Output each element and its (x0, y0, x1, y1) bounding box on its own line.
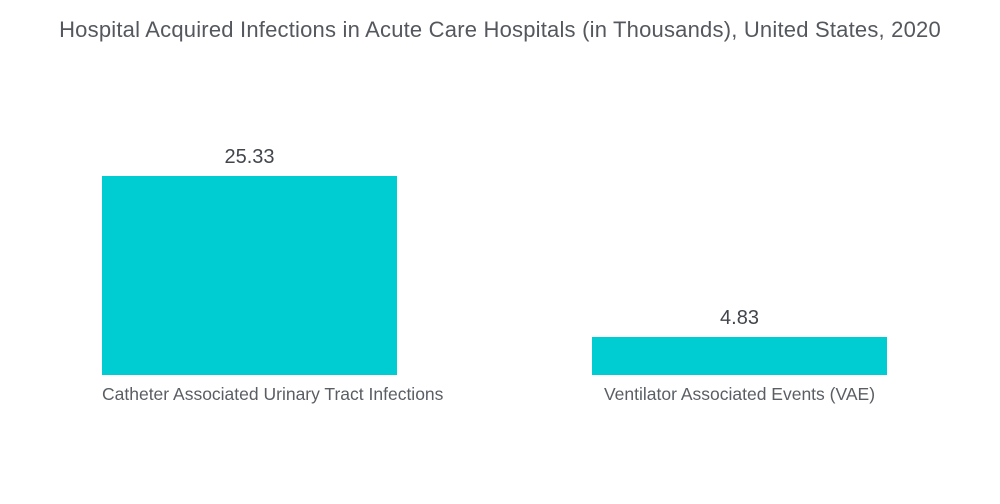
category-label-cauti: Catheter Associated Urinary Tract Infect… (102, 384, 444, 404)
category-label-vae: Ventilator Associated Events (VAE) (603, 384, 876, 404)
bar-group-vae: 4.83 (592, 0, 887, 375)
bar-vae (592, 337, 887, 375)
chart-title: Hospital Acquired Infections in Acute Ca… (59, 17, 941, 42)
bar-group-cauti: 25.33 (102, 0, 397, 375)
bar-cauti (102, 176, 397, 375)
bar-value-label-cauti: 25.33 (224, 146, 275, 168)
bar-value-label-vae: 4.83 (720, 307, 759, 329)
